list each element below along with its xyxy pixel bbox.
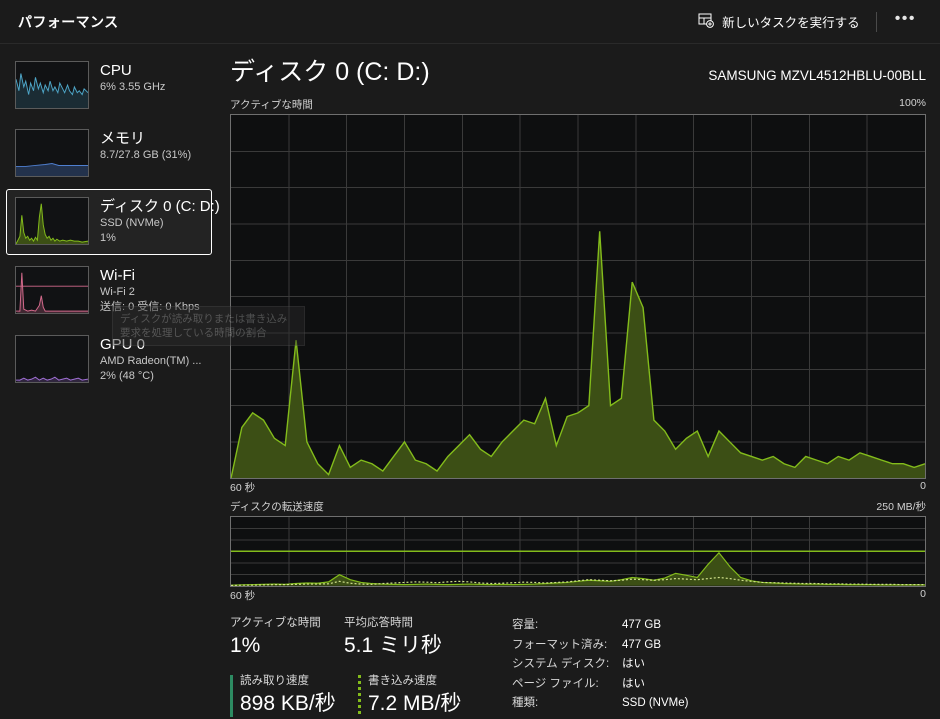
stat-read-speed-value: 898 KB/秒	[240, 692, 336, 715]
stat-write-speed: 書き込み速度 7.2 MB/秒	[358, 673, 470, 719]
stat-read-speed-label: 読み取り速度	[240, 675, 309, 687]
sidebar-item-disk-0-texts: ディスク 0 (C: D:) SSD (NVMe) 1%	[100, 197, 220, 246]
cpu-thumbnail-graph	[15, 61, 89, 109]
transfer-rate-chart	[230, 516, 926, 587]
sidebar-item-gpu-0-title: GPU 0	[100, 336, 146, 353]
active-chart-max-label: 100%	[899, 97, 926, 109]
stat-avg-response-time-value: 5.1 ミリ秒	[344, 634, 443, 657]
detail-capacity-key: 容量:	[512, 619, 539, 631]
transfer-chart-x-right: 0	[920, 588, 926, 600]
disk-title: ディスク 0 (C: D:)	[230, 58, 430, 86]
speed-stats: 読み取り速度 898 KB/秒 書き込み速度 7.2 MB/秒	[230, 673, 470, 719]
transfer-chart-max-label: 250 MB/秒	[876, 501, 926, 514]
sidebar-item-cpu-texts: CPU 6% 3.55 GHz	[100, 61, 165, 95]
stat-write-speed-value: 7.2 MB/秒	[368, 692, 462, 715]
sidebar-item-memory[interactable]: メモリ 8.7/27.8 GB (31%)	[6, 121, 212, 186]
transfer-chart-axis-bottom: 60 秒 0	[230, 588, 926, 603]
new-task-icon	[698, 12, 715, 31]
sidebar-item-memory-texts: メモリ 8.7/27.8 GB (31%)	[100, 129, 191, 163]
detail-formatted-value: 477 GB	[622, 638, 661, 651]
sidebar-item-disk-0-title: ディスク 0 (C: D:)	[100, 198, 220, 215]
detail-capacity-value: 477 GB	[622, 619, 661, 631]
sidebar-item-cpu[interactable]: CPU 6% 3.55 GHz	[6, 53, 212, 118]
stats-left-column: アクティブな時間 1% 平均応答時間 5.1 ミリ秒 読み取り速度 898 KB…	[230, 615, 470, 719]
sidebar-item-cpu-title: CPU	[100, 62, 132, 79]
disk-thumbnail-graph	[15, 197, 89, 245]
sidebar-item-cpu-sub1: 6% 3.55 GHz	[100, 81, 166, 93]
read-speed-legend-bar	[230, 675, 233, 717]
title-bar: パフォーマンス 新しいタスクを実行する •••	[0, 0, 940, 44]
sidebar-item-memory-title: メモリ	[100, 130, 146, 147]
stats-area: アクティブな時間 1% 平均応答時間 5.1 ミリ秒 読み取り速度 898 KB…	[230, 615, 926, 719]
stat-active-time-value: 1%	[230, 634, 261, 657]
sidebar-item-wifi-sub2: 送信: 0 受信: 0 Kbps	[100, 301, 200, 313]
detail-type-key: 種類:	[512, 697, 539, 709]
page-title: パフォーマンス	[18, 13, 119, 30]
active-time-chart	[230, 114, 926, 480]
sidebar-item-gpu-0-texts: GPU 0 AMD Radeon(TM) ... 2% (48 °C)	[100, 335, 201, 384]
transfer-chart-x-left: 60 秒	[230, 590, 256, 602]
run-new-task-label: 新しいタスクを実行する	[722, 16, 860, 30]
detail-row-type: 種類: SSD (NVMe)	[512, 695, 688, 715]
sidebar-item-gpu-0[interactable]: GPU 0 AMD Radeon(TM) ... 2% (48 °C)	[6, 327, 212, 393]
sidebar-item-wifi-texts: Wi-Fi Wi-Fi 2 送信: 0 受信: 0 Kbps	[100, 266, 200, 315]
sidebar-item-gpu-0-sub1: AMD Radeon(TM) ...	[100, 355, 202, 367]
sidebar-item-gpu-0-sub2: 2% (48 °C)	[100, 370, 154, 382]
active-chart-axis-bottom: 60 秒 0	[230, 480, 926, 495]
detail-page-file-key: ページ ファイル:	[512, 677, 599, 690]
stat-active-time: アクティブな時間 1%	[230, 615, 326, 661]
detail-row-formatted: フォーマット済み: 477 GB	[512, 637, 688, 657]
sidebar-item-disk-0[interactable]: ディスク 0 (C: D:) SSD (NVMe) 1%	[6, 189, 220, 255]
memory-thumbnail-graph	[15, 129, 89, 177]
sidebar-item-disk-0-sub1: SSD (NVMe)	[100, 217, 164, 229]
content-area: CPU 6% 3.55 GHz メモリ 8.7/27.8 GB (31%)	[0, 44, 940, 719]
detail-row-system-disk: システム ディスク: はい	[512, 656, 688, 676]
toolbar-divider	[875, 11, 877, 32]
stat-avg-response-time: 平均応答時間 5.1 ミリ秒	[344, 615, 442, 661]
transfer-chart-axis-top: ディスクの転送速度 250 MB/秒	[230, 499, 926, 516]
write-speed-legend-bar	[358, 675, 361, 717]
sidebar-item-wifi-sub1: Wi-Fi 2	[100, 286, 135, 298]
disk-details-table: 容量: 477 GB フォーマット済み: 477 GB システム ディスク: は…	[512, 617, 688, 715]
sidebar-item-wifi[interactable]: Wi-Fi Wi-Fi 2 送信: 0 受信: 0 Kbps	[6, 258, 212, 324]
disk-details: 容量: 477 GB フォーマット済み: 477 GB システム ディスク: は…	[512, 615, 688, 719]
active-chart-label: アクティブな時間	[230, 99, 313, 111]
sidebar: CPU 6% 3.55 GHz メモリ 8.7/27.8 GB (31%)	[0, 44, 305, 719]
transfer-chart-label: ディスクの転送速度	[230, 501, 324, 514]
stat-avg-response-time-label: 平均応答時間	[344, 617, 413, 629]
detail-page-file-value: はい	[622, 677, 645, 690]
disk-model: SAMSUNG MZVL4512HBLU-00BLL	[708, 68, 926, 83]
active-chart-x-left: 60 秒	[230, 482, 256, 495]
more-options-button[interactable]: •••	[894, 9, 916, 27]
main-header: ディスク 0 (C: D:) SAMSUNG MZVL4512HBLU-00BL…	[230, 56, 926, 88]
detail-row-capacity: 容量: 477 GB	[512, 617, 688, 637]
detail-system-disk-key: システム ディスク:	[512, 658, 610, 670]
sidebar-item-disk-0-sub2: 1%	[100, 232, 116, 244]
detail-type-value: SSD (NVMe)	[622, 697, 689, 709]
detail-row-page-file: ページ ファイル: はい	[512, 676, 688, 696]
detail-system-disk-value: はい	[622, 658, 645, 670]
primary-stats: アクティブな時間 1% 平均応答時間 5.1 ミリ秒	[230, 615, 470, 661]
stat-write-speed-label: 書き込み速度	[368, 675, 437, 687]
sidebar-item-memory-sub1: 8.7/27.8 GB (31%)	[100, 149, 192, 161]
detail-formatted-key: フォーマット済み:	[512, 638, 608, 651]
gpu-thumbnail-graph	[15, 335, 89, 383]
active-chart-axis-top: アクティブな時間 100%	[230, 97, 926, 114]
active-chart-x-right: 0	[920, 480, 926, 493]
run-new-task-button[interactable]: 新しいタスクを実行する	[690, 7, 868, 36]
stat-active-time-label: アクティブな時間	[230, 617, 321, 629]
stat-read-speed: 読み取り速度 898 KB/秒	[230, 673, 342, 719]
sidebar-item-wifi-title: Wi-Fi	[100, 267, 135, 284]
wifi-thumbnail-graph	[15, 266, 89, 314]
main-panel: ディスク 0 (C: D:) SAMSUNG MZVL4512HBLU-00BL…	[218, 44, 940, 719]
